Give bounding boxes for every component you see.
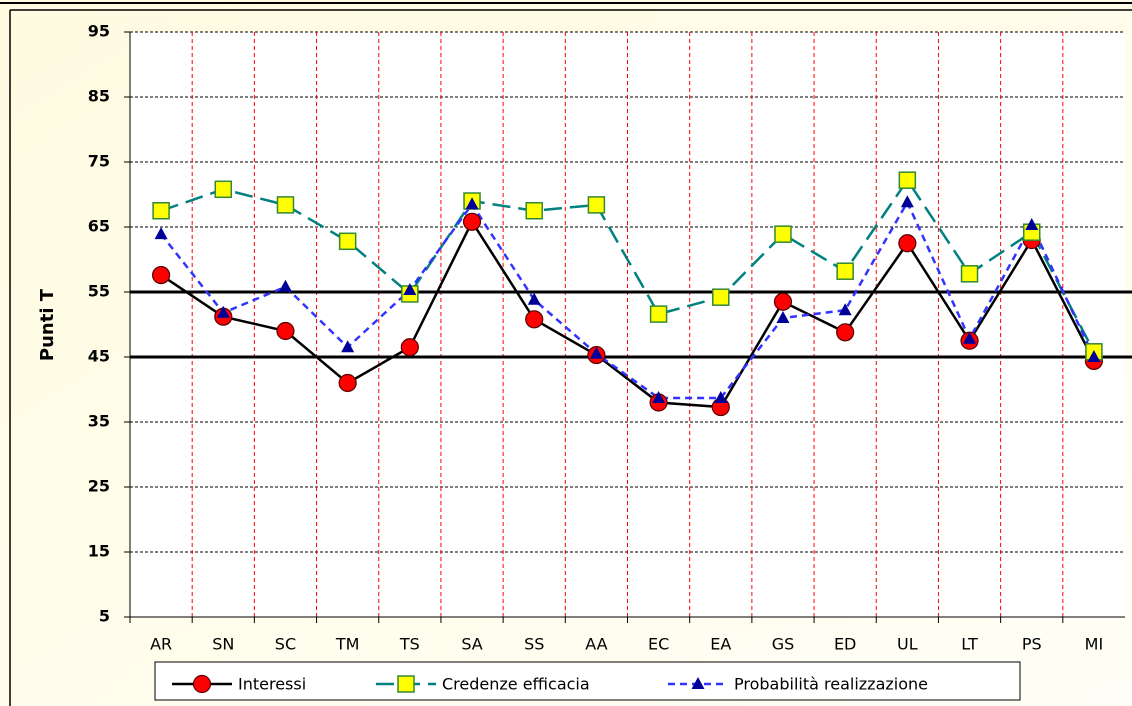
data-point <box>154 227 168 240</box>
data-point <box>341 340 355 353</box>
x-tick-label: SN <box>212 635 234 654</box>
series-line <box>160 199 1096 400</box>
y-tick-label: 15 <box>88 542 110 561</box>
data-point <box>774 225 792 243</box>
data-point <box>714 390 728 403</box>
x-tick-label: EC <box>648 635 669 654</box>
data-point <box>900 195 914 208</box>
data-point <box>649 305 668 323</box>
x-tick-label: AR <box>150 635 172 654</box>
x-tick-label: GS <box>772 635 795 654</box>
x-tick-label: SA <box>461 635 482 654</box>
data-point <box>963 331 977 344</box>
series-line <box>160 177 1096 353</box>
data-point <box>898 234 917 253</box>
y-tick-label: 5 <box>99 607 110 626</box>
data-point <box>465 197 479 210</box>
y-tick-label: 55 <box>88 282 110 301</box>
data-point <box>652 390 666 403</box>
data-point <box>773 292 793 311</box>
y-axis-label: Punti T <box>37 288 58 361</box>
data-point <box>525 202 543 220</box>
data-point <box>338 373 357 393</box>
data-point <box>403 283 417 296</box>
series-line <box>160 219 1096 409</box>
y-tick-label: 25 <box>88 477 110 496</box>
data-point <box>1087 350 1101 362</box>
data-point <box>587 196 606 214</box>
data-point <box>152 202 170 220</box>
data-point <box>589 346 603 359</box>
data-point <box>151 266 171 285</box>
data-point <box>712 288 730 306</box>
x-tick-label: EA <box>710 635 731 654</box>
y-tick-label: 85 <box>88 87 110 106</box>
data-point <box>276 321 295 341</box>
x-tick-label: UL <box>897 635 918 654</box>
legend-marker <box>397 675 415 693</box>
x-tick-label: LT <box>961 635 978 654</box>
data-point <box>216 305 230 318</box>
data-point <box>836 262 854 280</box>
data-point <box>836 323 855 342</box>
data-point <box>400 338 419 357</box>
legend-label: Probabilità realizzazione <box>734 675 928 694</box>
legend-box <box>154 661 1021 701</box>
data-point <box>527 292 541 305</box>
legend-label: Interessi <box>238 675 306 694</box>
data-point <box>776 311 790 323</box>
data-point <box>276 196 295 214</box>
x-tick-label: MI <box>1085 635 1104 654</box>
data-point <box>462 212 482 231</box>
x-tick-label: SC <box>275 635 296 654</box>
data-point <box>338 232 357 251</box>
x-tick-label: TS <box>399 635 420 654</box>
y-tick-label: 35 <box>88 412 110 431</box>
legend-marker <box>192 674 212 694</box>
data-point <box>838 303 852 316</box>
x-tick-label: SS <box>524 635 544 654</box>
data-point <box>525 310 544 329</box>
data-point <box>214 180 233 199</box>
x-tick-label: TM <box>335 635 360 654</box>
x-tick-label: ED <box>834 635 856 654</box>
y-tick-label: 95 <box>88 22 110 41</box>
y-tick-label: 75 <box>88 152 110 171</box>
y-tick-label: 65 <box>88 217 110 236</box>
data-point <box>1025 218 1039 231</box>
data-point <box>278 279 292 292</box>
legend-label: Credenze efficacia <box>442 675 590 694</box>
data-point <box>960 265 979 283</box>
data-point <box>898 171 917 189</box>
x-tick-label: AA <box>585 635 607 654</box>
legend-marker <box>691 677 705 689</box>
x-tick-label: PS <box>1022 635 1042 654</box>
y-tick-label: 45 <box>88 347 110 366</box>
